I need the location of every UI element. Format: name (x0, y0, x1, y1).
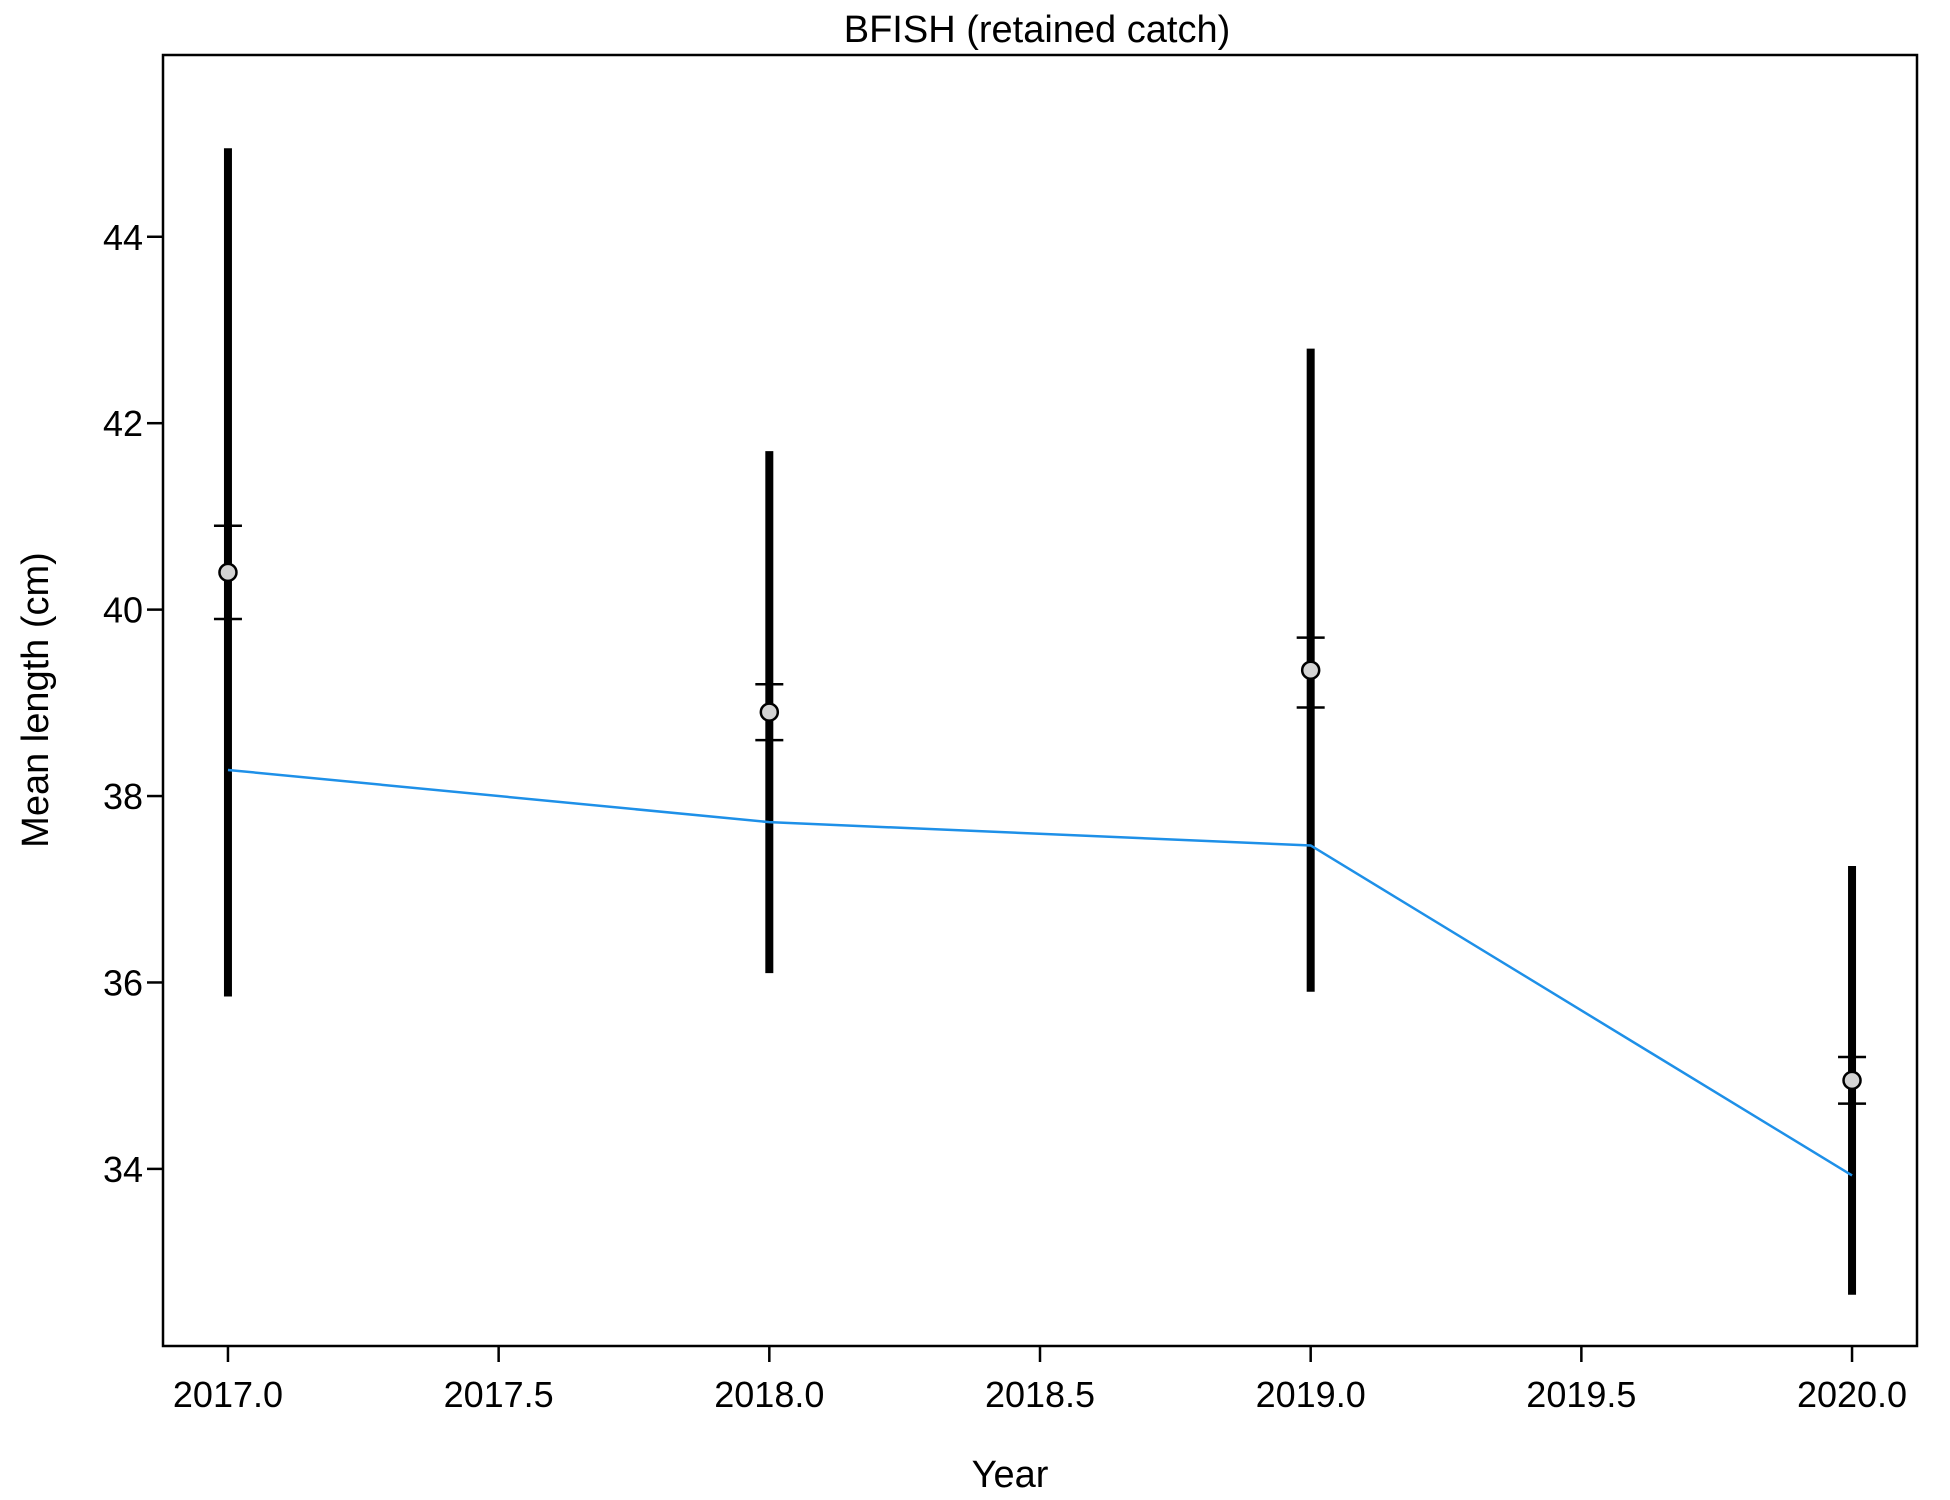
x-tick-label: 2018.5 (985, 1374, 1095, 1415)
plot-frame (161, 53, 1919, 1348)
y-tick-label: 36 (103, 962, 143, 1003)
x-axis: 2017.0 2017.5 2018.0 2018.5 2019.0 2019.5 2020… (173, 1346, 1907, 1415)
observed-point (1300, 660, 1321, 680)
y-tick-label: 38 (103, 776, 143, 817)
y-tick-label: 44 (103, 217, 143, 258)
y-tick-label: 42 (103, 403, 143, 444)
x-tick-label: 2017.0 (173, 1374, 283, 1415)
observed-points (218, 562, 1862, 1091)
wide-intervals (223, 148, 1857, 1295)
observed-point (759, 702, 780, 722)
x-tick-label: 2019.0 (1256, 1374, 1366, 1415)
y-tick-label: 34 (103, 1149, 143, 1190)
expected-line (227, 768, 1853, 1177)
x-tick-label: 2019.5 (1526, 1374, 1636, 1415)
observed-point (1842, 1070, 1862, 1091)
x-tick-label: 2020.0 (1797, 1374, 1907, 1415)
x-tick-label: 2017.5 (444, 1374, 554, 1415)
expected-line-group (227, 768, 1853, 1177)
y-axis-label: Mean length (cm) (15, 552, 57, 848)
chart-title: BFISH (retained catch) (844, 9, 1230, 51)
y-axis: 34 36 38 40 42 44 (103, 217, 163, 1190)
y-tick-label: 40 (103, 590, 143, 631)
x-tick-label: 2018.0 (714, 1374, 824, 1415)
narrow-intervals (213, 524, 1867, 1105)
observed-point (218, 562, 238, 583)
x-axis-label: Year (972, 1454, 1049, 1496)
